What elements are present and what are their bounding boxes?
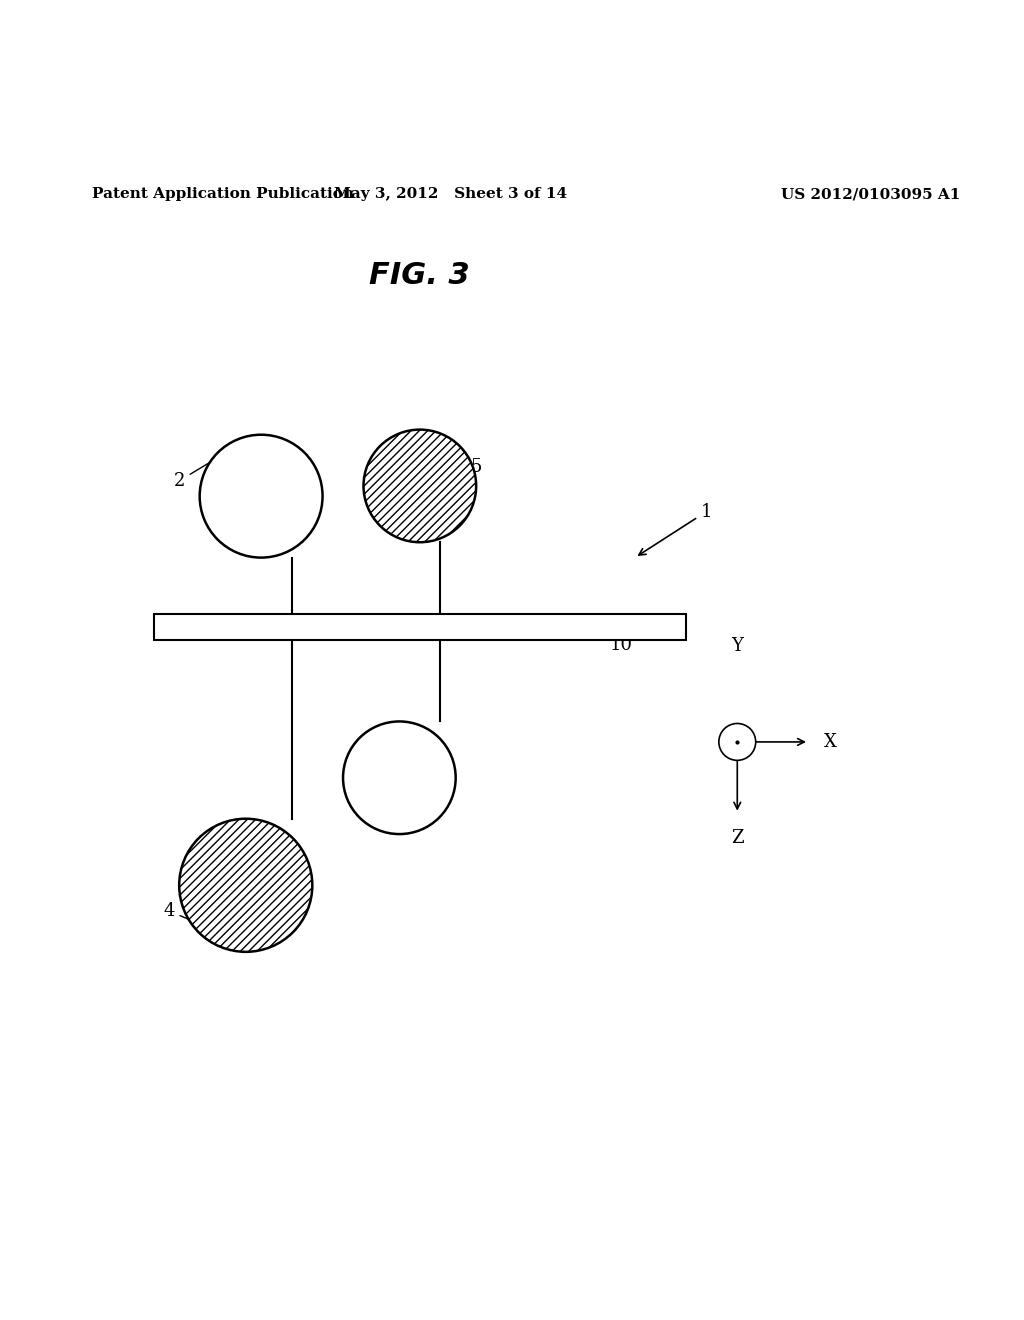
Text: 2: 2 — [173, 451, 228, 490]
Text: X: X — [824, 733, 838, 751]
Bar — [154, 614, 686, 639]
Text: 5: 5 — [459, 458, 482, 477]
Text: 4: 4 — [163, 902, 203, 925]
Text: Y: Y — [731, 636, 743, 655]
Circle shape — [719, 723, 756, 760]
Text: Patent Application Publication: Patent Application Publication — [92, 187, 354, 201]
Text: Z: Z — [731, 829, 743, 847]
Circle shape — [200, 434, 323, 557]
Text: May 3, 2012   Sheet 3 of 14: May 3, 2012 Sheet 3 of 14 — [334, 187, 567, 201]
Text: 3: 3 — [424, 750, 439, 803]
Text: FIG. 3: FIG. 3 — [370, 261, 470, 290]
Text: US 2012/0103095 A1: US 2012/0103095 A1 — [780, 187, 961, 201]
Circle shape — [179, 818, 312, 952]
Circle shape — [364, 429, 476, 543]
Circle shape — [343, 722, 456, 834]
Text: 10: 10 — [609, 627, 673, 653]
Text: 1: 1 — [639, 503, 713, 556]
